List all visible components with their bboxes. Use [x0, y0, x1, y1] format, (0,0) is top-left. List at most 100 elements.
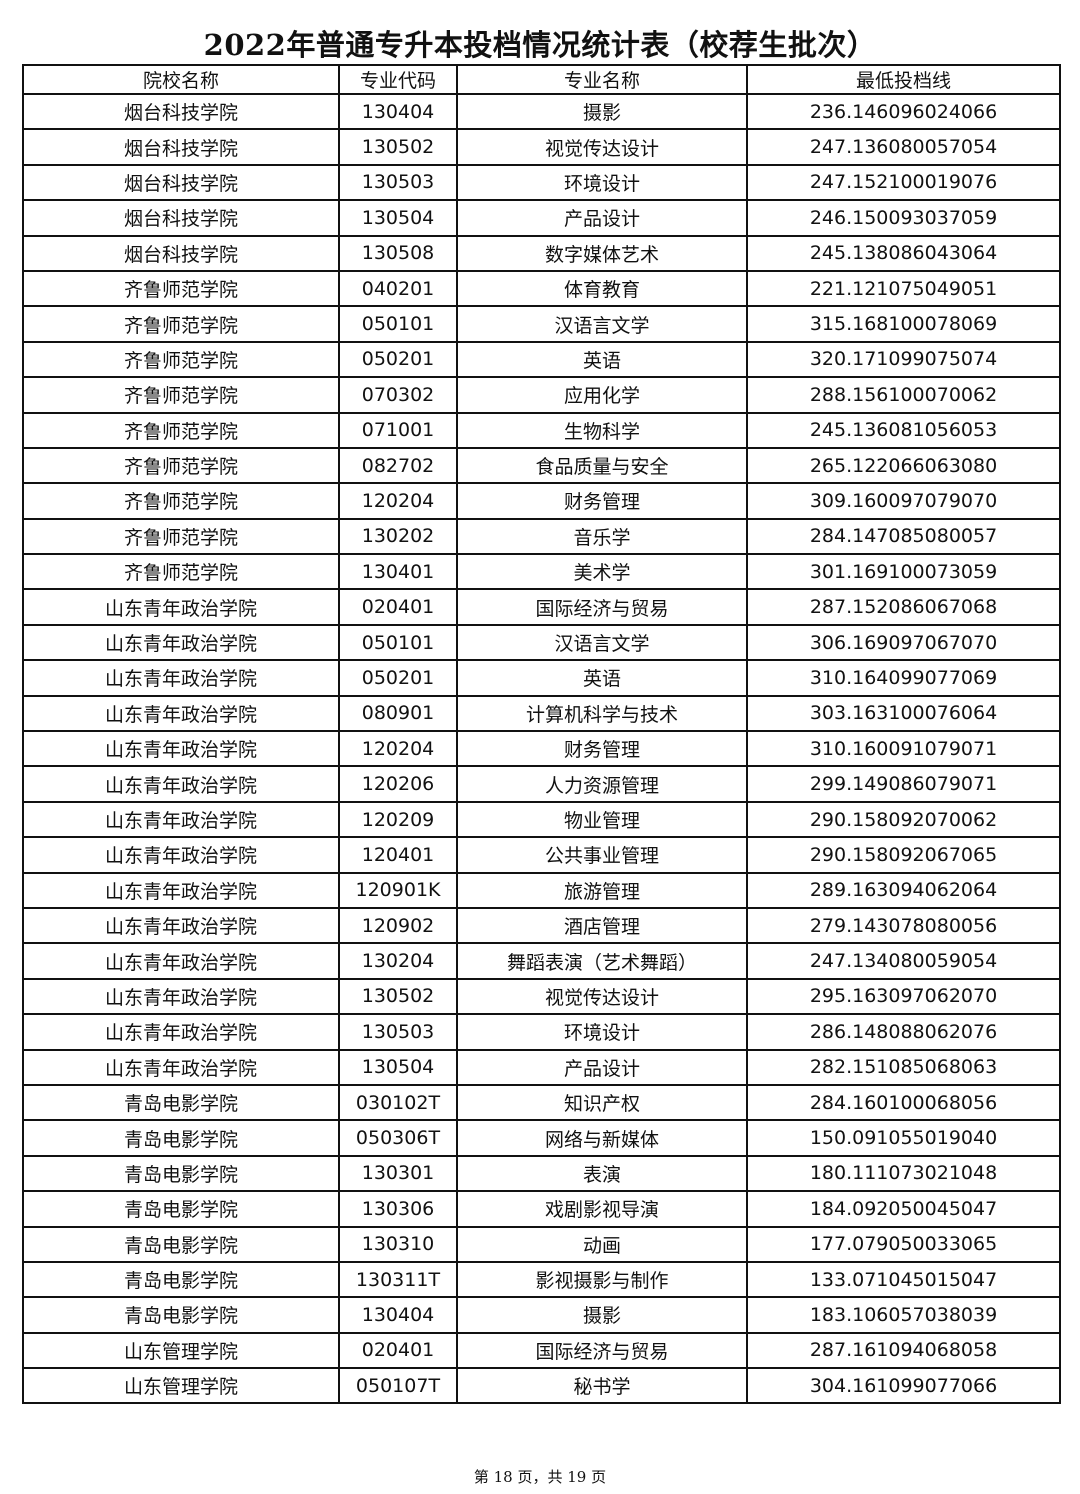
table-row: 山东青年政治学院 130502 视觉传达设计 295.163097062070 [22, 977, 1061, 1016]
table-row: 青岛电影学院 130310 动画 177.079050033065 [22, 1225, 1061, 1263]
min-score-cell: 320.171099075074 [746, 340, 1061, 379]
major-name-cell: 体育教育 [456, 269, 748, 308]
major-name-cell: 应用化学 [456, 376, 748, 414]
table-row: 齐鲁师范学院 050101 汉语言文学 315.168100078069 [22, 305, 1061, 343]
major-code-cell: 071001 [338, 411, 458, 449]
school-cell: 烟台科技学院 [22, 163, 340, 202]
table-row: 山东青年政治学院 120902 酒店管理 279.143078080056 [22, 906, 1061, 945]
major-code-cell: 020401 [338, 588, 458, 626]
major-code-cell: 130202 [338, 517, 458, 556]
table-row: 青岛电影学院 050306T 网络与新媒体 150.091055019040 [22, 1119, 1061, 1157]
header-major-code: 专业代码 [338, 64, 458, 95]
page-title: 2022年普通专升本投档情况统计表（校荐生批次） [203, 28, 877, 62]
min-score-cell: 284.160100068056 [746, 1083, 1061, 1122]
min-score-cell: 309.160097079070 [746, 482, 1061, 520]
school-cell: 青岛电影学院 [22, 1260, 340, 1299]
min-score-cell: 236.146096024066 [746, 92, 1061, 131]
min-score-cell: 290.158092070062 [746, 800, 1061, 839]
major-name-cell: 英语 [456, 340, 748, 379]
school-cell: 山东青年政治学院 [22, 1013, 340, 1051]
school-cell: 山东青年政治学院 [22, 588, 340, 626]
school-cell: 山东青年政治学院 [22, 659, 340, 697]
table-body: 烟台科技学院 130404 摄影 236.146096024066 烟台科技学院 1305… [22, 92, 1061, 1405]
school-cell: 齐鲁师范学院 [22, 376, 340, 414]
table-row: 山东青年政治学院 080901 计算机科学与技术 303.163100076064 [22, 694, 1061, 733]
min-score-cell: 286.148088062076 [746, 1013, 1061, 1051]
min-score-cell: 288.156100070062 [746, 376, 1061, 414]
major-name-cell: 食品质量与安全 [456, 446, 748, 485]
major-name-cell: 影视摄影与制作 [456, 1260, 748, 1299]
min-score-cell: 245.136081056053 [746, 411, 1061, 449]
min-score-cell: 287.152086067068 [746, 588, 1061, 626]
admission-table: 院校名称 专业代码 专业名称 最低投档线 烟台科技学院 130404 摄影 236.1… [22, 64, 1061, 1405]
table-row: 青岛电影学院 130301 表演 180.111073021048 [22, 1154, 1061, 1193]
major-code-cell: 120902 [338, 906, 458, 945]
major-name-cell: 表演 [456, 1154, 748, 1193]
table-row: 齐鲁师范学院 120204 财务管理 309.160097079070 [22, 482, 1061, 520]
major-code-cell: 070302 [338, 376, 458, 414]
school-cell: 齐鲁师范学院 [22, 482, 340, 520]
major-name-cell: 英语 [456, 659, 748, 697]
table-row: 齐鲁师范学院 130401 美术学 301.169100073059 [22, 553, 1061, 591]
major-name-cell: 物业管理 [456, 800, 748, 839]
school-cell: 齐鲁师范学院 [22, 411, 340, 449]
school-cell: 山东管理学院 [22, 1367, 340, 1405]
table-row: 青岛电影学院 030102T 知识产权 284.160100068056 [22, 1083, 1061, 1122]
major-name-cell: 旅游管理 [456, 871, 748, 909]
major-code-cell: 130204 [338, 942, 458, 980]
major-name-cell: 音乐学 [456, 517, 748, 556]
school-cell: 山东青年政治学院 [22, 836, 340, 874]
major-code-cell: 120206 [338, 765, 458, 803]
min-score-cell: 290.158092067065 [746, 836, 1061, 874]
table-row: 烟台科技学院 130404 摄影 236.146096024066 [22, 92, 1061, 131]
major-name-cell: 戏剧影视导演 [456, 1190, 748, 1228]
major-name-cell: 国际经济与贸易 [456, 1331, 748, 1370]
min-score-cell: 246.150093037059 [746, 199, 1061, 237]
min-score-cell: 247.152100019076 [746, 163, 1061, 202]
school-cell: 青岛电影学院 [22, 1190, 340, 1228]
table-row: 山东青年政治学院 130504 产品设计 282.151085068063 [22, 1048, 1061, 1086]
min-score-cell: 150.091055019040 [746, 1119, 1061, 1157]
major-name-cell: 秘书学 [456, 1367, 748, 1405]
major-name-cell: 摄影 [456, 1296, 748, 1334]
table-row: 烟台科技学院 130503 环境设计 247.152100019076 [22, 163, 1061, 202]
major-code-cell: 130502 [338, 977, 458, 1016]
table-row: 山东青年政治学院 120901K 旅游管理 289.163094062064 [22, 871, 1061, 909]
school-cell: 山东青年政治学院 [22, 977, 340, 1016]
major-name-cell: 公共事业管理 [456, 836, 748, 874]
major-code-cell: 050201 [338, 659, 458, 697]
header-school: 院校名称 [22, 64, 340, 95]
table-row: 烟台科技学院 130504 产品设计 246.150093037059 [22, 199, 1061, 237]
table-row: 烟台科技学院 130508 数字媒体艺术 245.138086043064 [22, 234, 1061, 272]
min-score-cell: 306.169097067070 [746, 623, 1061, 662]
school-cell: 山东青年政治学院 [22, 1048, 340, 1086]
min-score-cell: 303.163100076064 [746, 694, 1061, 733]
major-code-cell: 080901 [338, 694, 458, 733]
table-row: 齐鲁师范学院 071001 生物科学 245.136081056053 [22, 411, 1061, 449]
major-name-cell: 视觉传达设计 [456, 977, 748, 1016]
school-cell: 齐鲁师范学院 [22, 305, 340, 343]
major-name-cell: 视觉传达设计 [456, 128, 748, 166]
major-code-cell: 082702 [338, 446, 458, 485]
school-cell: 烟台科技学院 [22, 128, 340, 166]
min-score-cell: 282.151085068063 [746, 1048, 1061, 1086]
major-code-cell: 120204 [338, 730, 458, 768]
min-score-cell: 301.169100073059 [746, 553, 1061, 591]
table-row: 山东青年政治学院 130503 环境设计 286.148088062076 [22, 1013, 1061, 1051]
min-score-cell: 265.122066063080 [746, 446, 1061, 485]
school-cell: 山东青年政治学院 [22, 871, 340, 909]
header-major-name: 专业名称 [456, 64, 748, 95]
table-row: 齐鲁师范学院 070302 应用化学 288.156100070062 [22, 376, 1061, 414]
major-code-cell: 130301 [338, 1154, 458, 1193]
major-name-cell: 汉语言文学 [456, 623, 748, 662]
major-code-cell: 120204 [338, 482, 458, 520]
major-name-cell: 人力资源管理 [456, 765, 748, 803]
major-code-cell: 130503 [338, 1013, 458, 1051]
table-row: 山东管理学院 020401 国际经济与贸易 287.161094068058 [22, 1331, 1061, 1370]
school-cell: 山东青年政治学院 [22, 623, 340, 662]
school-cell: 齐鲁师范学院 [22, 517, 340, 556]
major-code-cell: 050107T [338, 1367, 458, 1405]
table-row: 山东青年政治学院 020401 国际经济与贸易 287.152086067068 [22, 588, 1061, 626]
school-cell: 烟台科技学院 [22, 234, 340, 272]
major-code-cell: 040201 [338, 269, 458, 308]
